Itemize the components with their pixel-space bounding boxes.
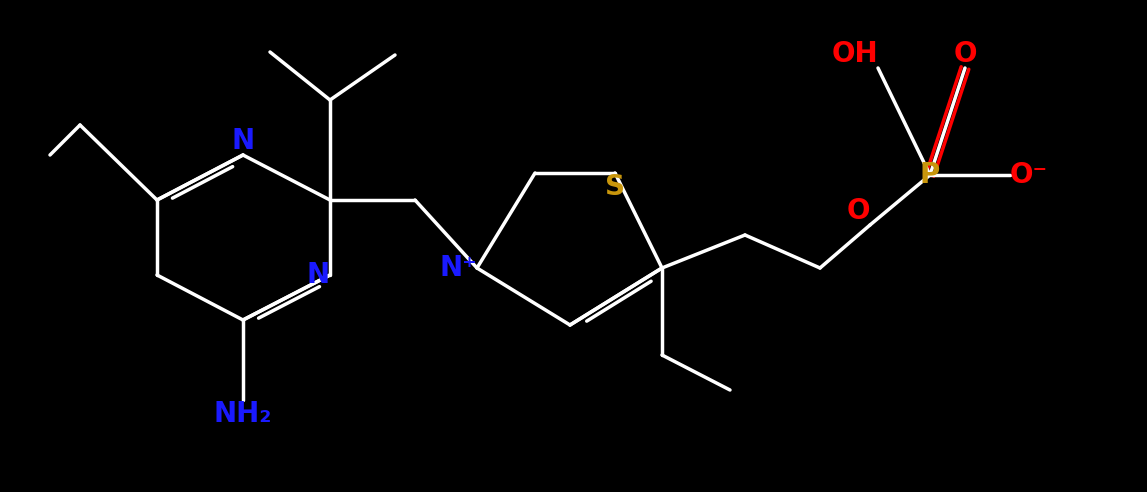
Text: O⁻: O⁻ [1011, 161, 1048, 189]
Text: O: O [953, 40, 977, 68]
Text: P: P [920, 161, 941, 189]
Text: OH: OH [832, 40, 877, 68]
Text: N⁺: N⁺ [439, 254, 477, 282]
Text: O: O [846, 197, 871, 225]
Text: NH₂: NH₂ [213, 400, 272, 428]
Text: N: N [307, 261, 330, 289]
Text: S: S [604, 173, 625, 201]
Text: N: N [232, 127, 255, 155]
